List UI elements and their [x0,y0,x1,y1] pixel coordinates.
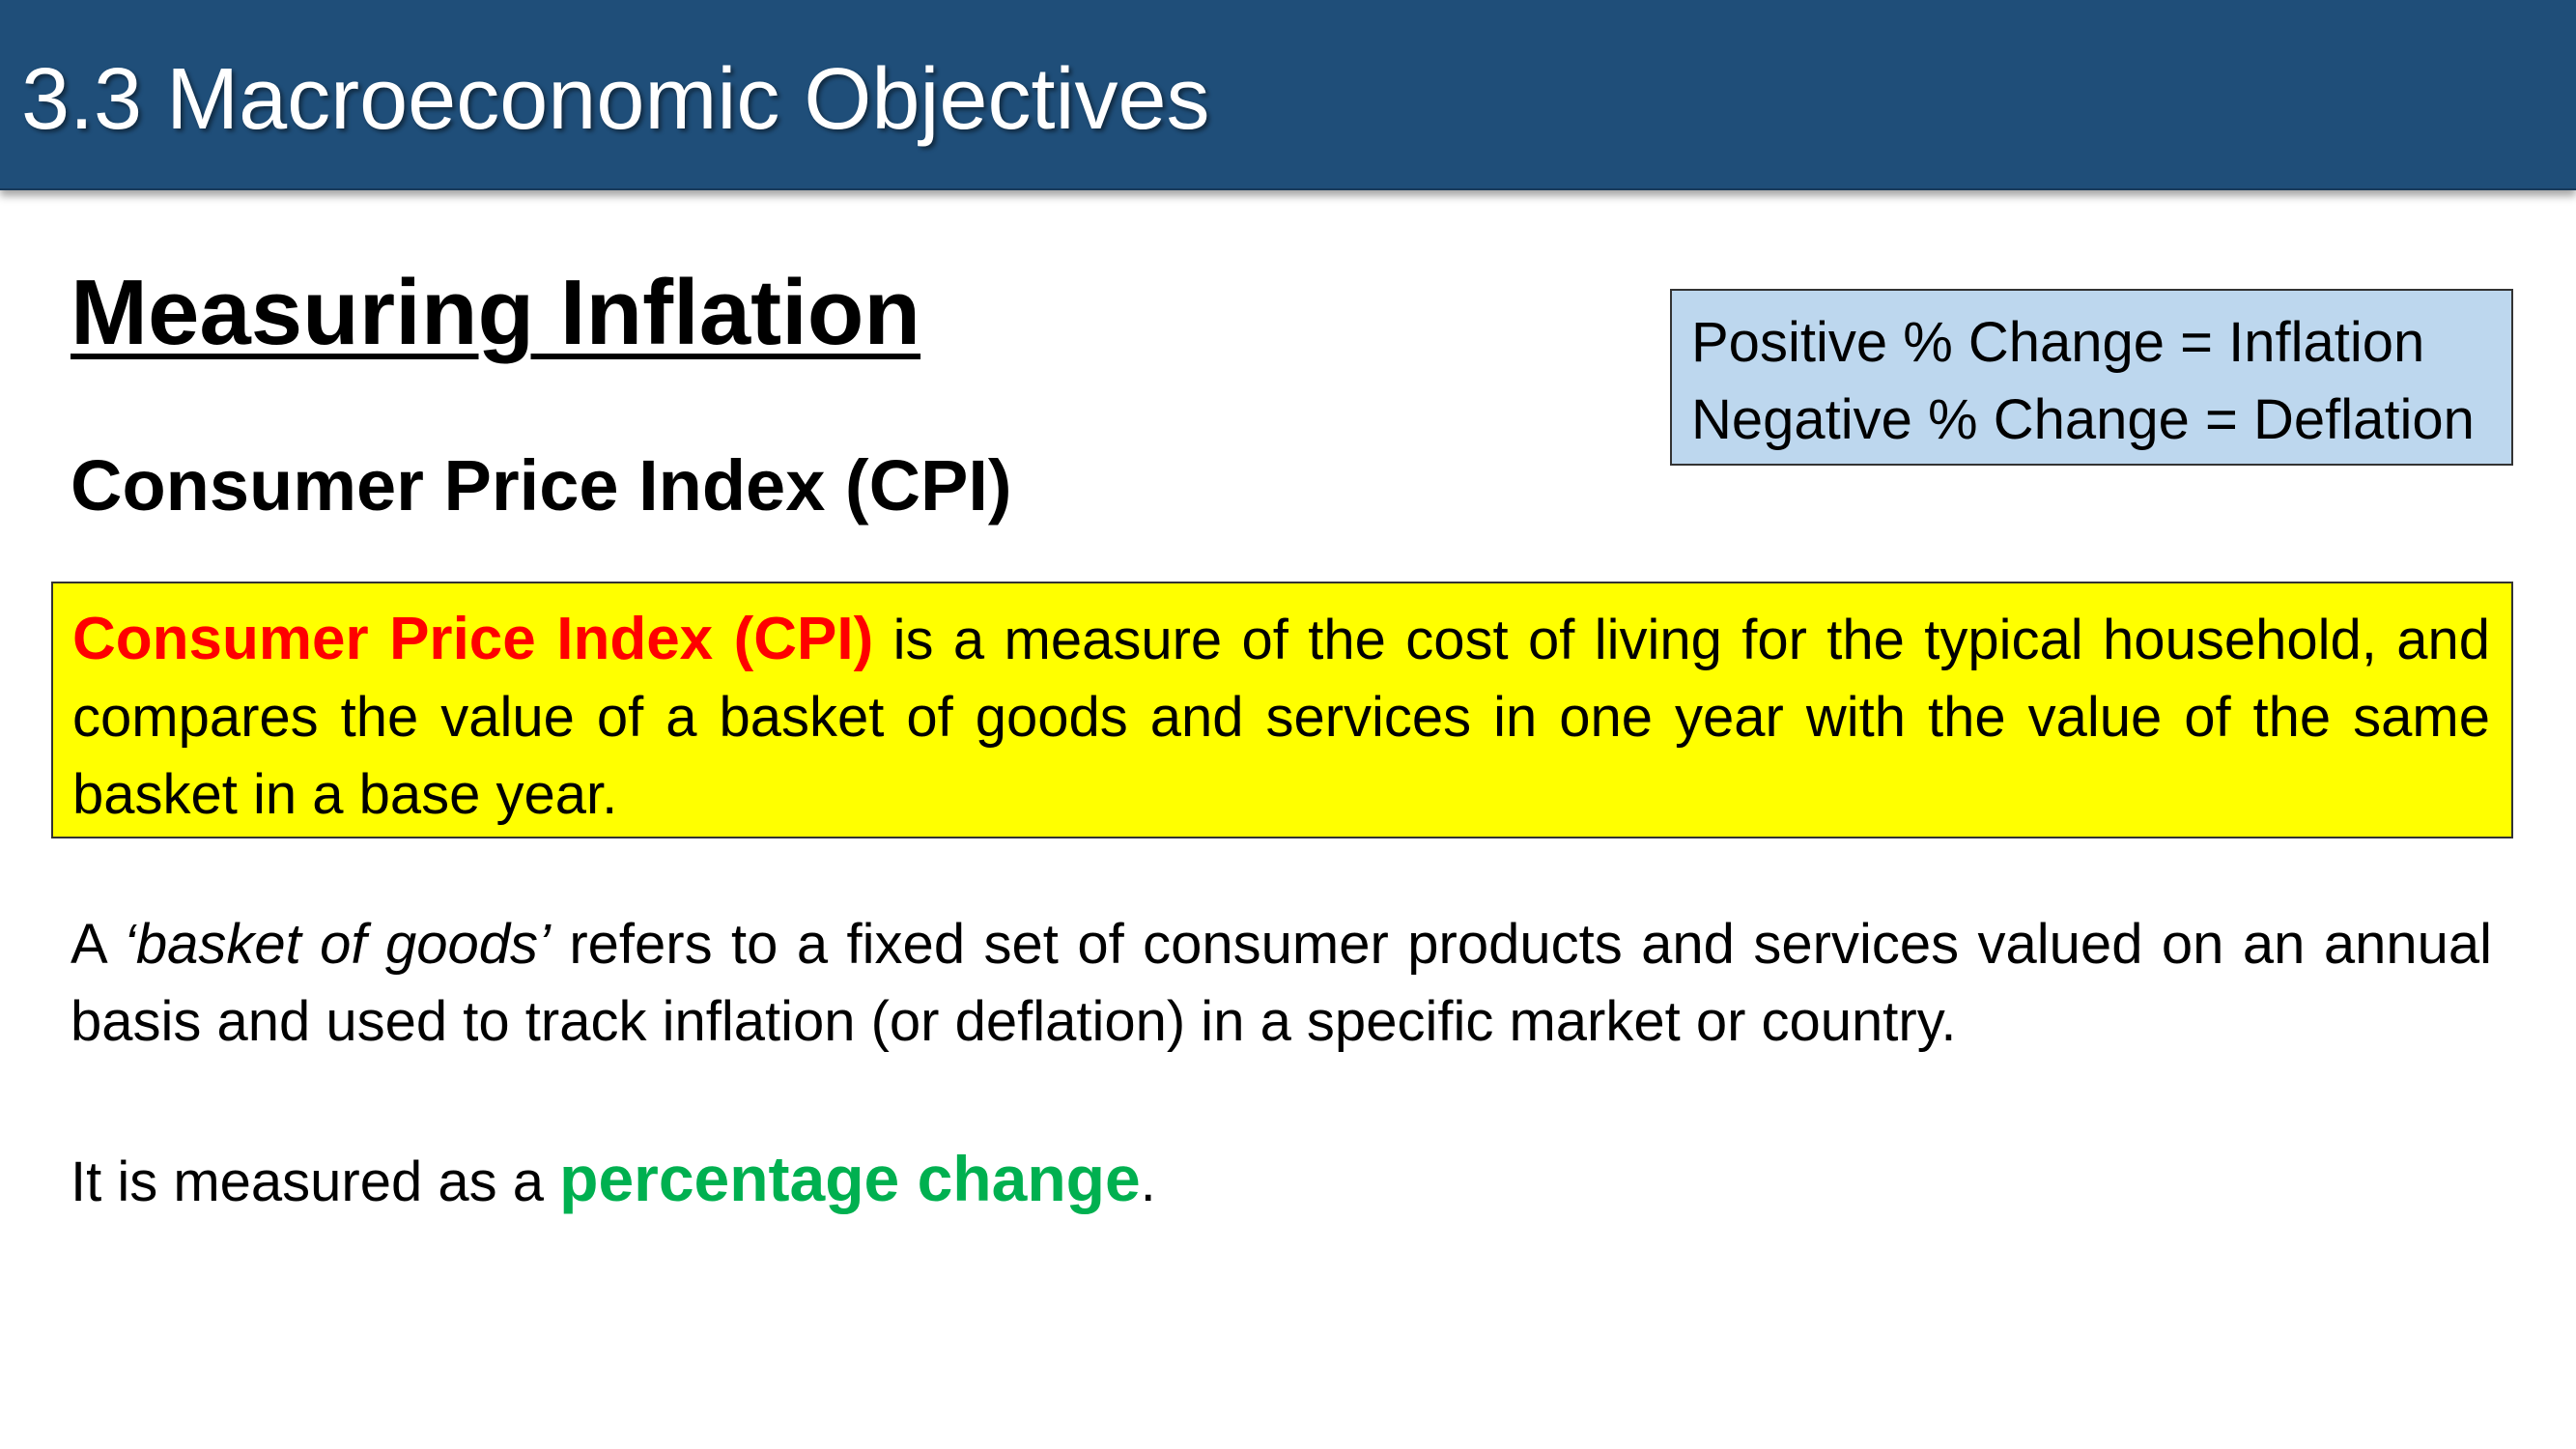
note-line-positive: Positive % Change = Inflation [1691,311,2425,374]
sub-heading: Consumer Price Index (CPI) [71,445,1012,526]
slide-title: 3.3 Macroeconomic Objectives [21,51,1210,148]
definition-term: Consumer Price Index (CPI) [72,606,874,672]
basket-text: refers to a fixed set of consumer produc… [71,913,2492,1053]
measured-line: It is measured as a percentage change. [71,1140,1156,1221]
measured-suffix: . [1140,1151,1156,1213]
basket-term: ‘basket of goods’ [123,913,551,976]
definition-text: is a measure of the cost of living for t… [72,609,2490,826]
definition-box: Consumer Price Index (CPI) is a measure … [51,582,2513,838]
header-bar: 3.3 Macroeconomic Objectives [0,0,2576,190]
inflation-note-box: Positive % Change = Inflation Negative %… [1670,289,2513,466]
measured-highlight: percentage change [559,1143,1141,1214]
note-line-negative: Negative % Change = Deflation [1691,388,2475,451]
basket-paragraph: A ‘basket of goods’ refers to a fixed se… [71,906,2492,1061]
basket-prefix: A [71,913,124,976]
measured-prefix: It is measured as a [71,1151,560,1213]
section-heading: Measuring Inflation [71,261,921,364]
